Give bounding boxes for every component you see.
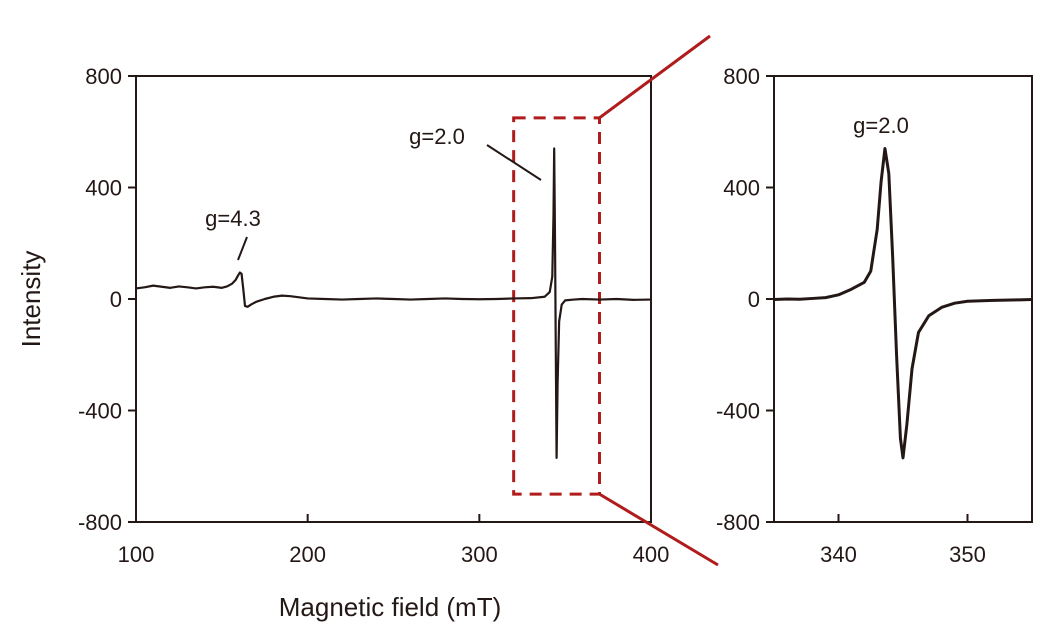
main-y-tick-label: 400 [85, 176, 122, 201]
main-y-tick-label: 0 [110, 287, 122, 312]
main-x-tick-label: 200 [289, 542, 326, 567]
main-x-tick-label: 300 [461, 542, 498, 567]
main-x-tick-label: 100 [118, 542, 155, 567]
inset-y-tick-label: -400 [716, 399, 760, 424]
inset-x-tick-label: 340 [820, 542, 857, 567]
annotation-g20-main-leader [486, 144, 542, 181]
annotation-g20-main-label: g=2.0 [409, 124, 465, 149]
main-x-tick-label: 400 [633, 542, 670, 567]
annotation-g43-label: g=4.3 [205, 206, 261, 231]
zoom-connector-top [598, 34, 711, 120]
inset-spectrum-line [773, 146, 1033, 460]
zoom-connector-bottom [598, 492, 719, 567]
main-spectrum-line [135, 147, 652, 459]
annotation-g43-leader [237, 236, 248, 261]
inset-y-tick-label: 400 [723, 176, 760, 201]
zoom-region-box [512, 116, 602, 496]
y-axis-title: Intensity [16, 251, 46, 348]
inset-y-tick-label: 800 [723, 64, 760, 89]
main-y-tick-label: -800 [78, 510, 122, 535]
inset-y-tick-label: -800 [716, 510, 760, 535]
x-axis-title: Magnetic field (mT) [279, 592, 502, 622]
annotation-g20-inset-label: g=2.0 [853, 113, 909, 138]
main-y-tick-label: 800 [85, 64, 122, 89]
inset-y-tick-label: 0 [748, 287, 760, 312]
inset-x-tick-label: 350 [949, 542, 986, 567]
main-y-tick-label: -400 [78, 399, 122, 424]
inset-axis-ticks: 340 350 800 400 0 -400 -800 [716, 64, 986, 567]
main-axis-ticks: 100 200 300 400 800 400 0 -400 -800 [78, 64, 669, 567]
